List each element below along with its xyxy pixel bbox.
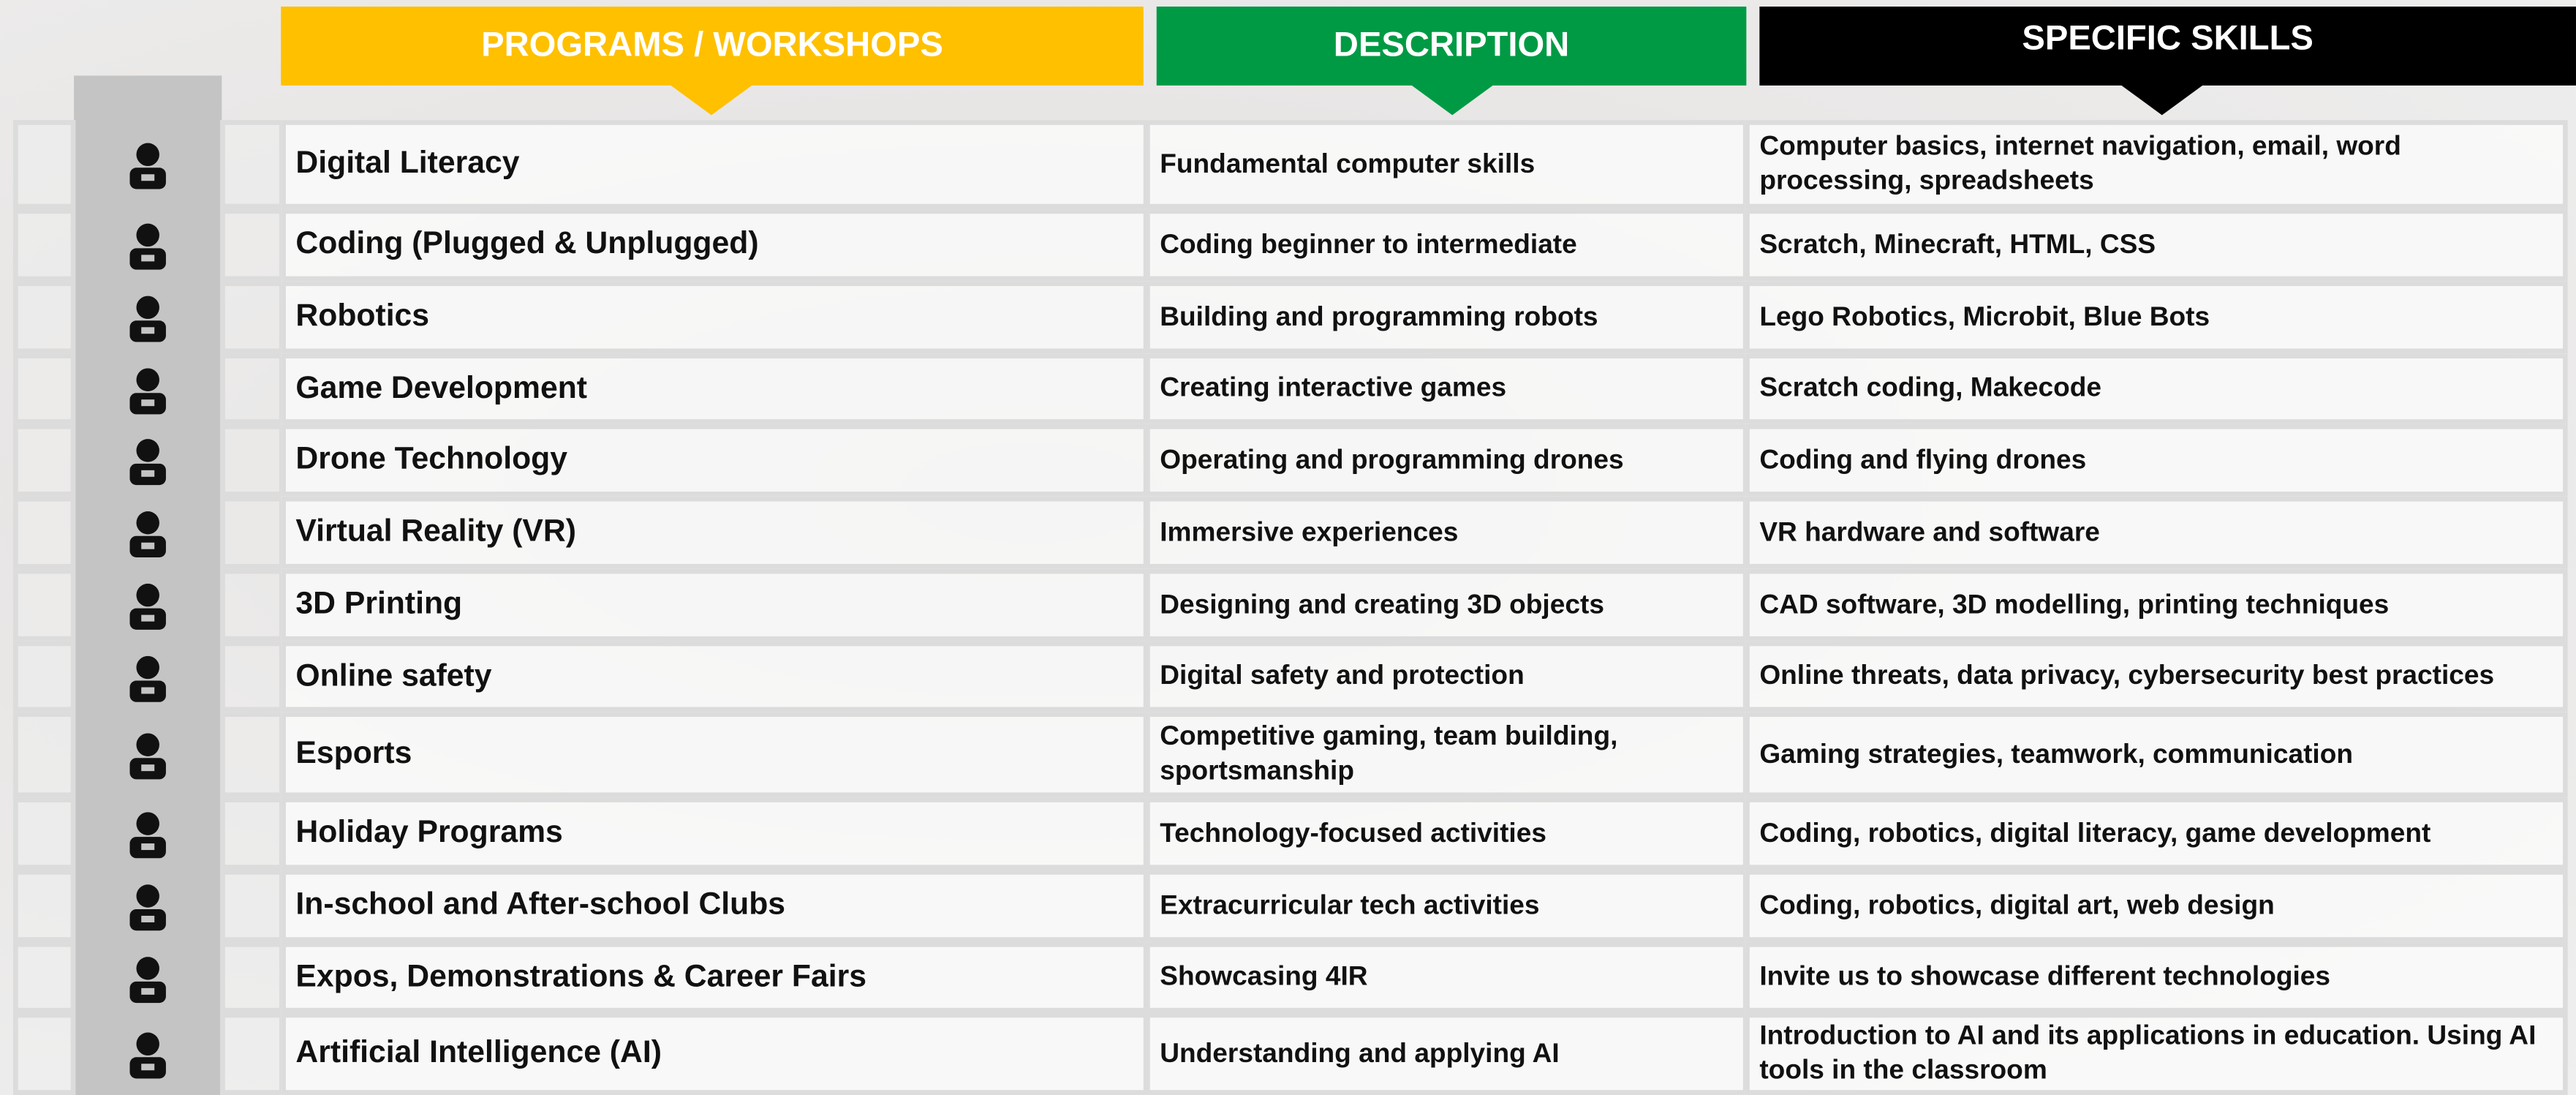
row-lead xyxy=(12,424,76,497)
row-icon xyxy=(129,223,166,270)
program: Digital Literacy xyxy=(281,120,1149,209)
row-lead xyxy=(12,941,76,1013)
program: Coding (Plugged & Unplugged) xyxy=(281,208,1149,282)
row-lead xyxy=(12,568,76,641)
row-lead xyxy=(220,281,284,354)
program: Game Development xyxy=(281,353,1149,424)
description: Coding beginner to intermediate xyxy=(1145,208,1748,282)
row-lead xyxy=(220,941,284,1013)
row-icon xyxy=(129,296,166,342)
row-lead xyxy=(220,712,284,798)
program: Expos, Demonstrations & Career Fairs xyxy=(281,941,1149,1013)
row-lead xyxy=(12,120,76,209)
row-icon xyxy=(129,143,166,189)
skills: Invite us to showcase different technolo… xyxy=(1745,941,2568,1013)
header-pointer xyxy=(2119,83,2205,116)
header-pointer xyxy=(668,83,755,116)
description: Building and programming robots xyxy=(1145,281,1748,354)
program: Virtual Reality (VR) xyxy=(281,496,1149,569)
row-icon xyxy=(129,439,166,486)
row-lead xyxy=(220,641,284,712)
program: Robotics xyxy=(281,281,1149,354)
row-icon xyxy=(129,956,166,1002)
row-icon xyxy=(129,733,166,780)
skills: Coding, robotics, digital art, web desig… xyxy=(1745,870,2568,942)
description: Extracurricular tech activities xyxy=(1145,870,1748,942)
skills: Scratch, Minecraft, HTML, CSS xyxy=(1745,208,2568,282)
row-icon xyxy=(129,812,166,859)
row-lead xyxy=(220,797,284,870)
row-lead xyxy=(220,424,284,497)
program: In-school and After-school Clubs xyxy=(281,870,1149,942)
description: Showcasing 4IR xyxy=(1145,941,1748,1013)
program: Artificial Intelligence (AI) xyxy=(281,1012,1149,1095)
row-icon xyxy=(129,655,166,701)
description: Competitive gaming, team building, sport… xyxy=(1145,712,1748,798)
description: Digital safety and protection xyxy=(1145,641,1748,712)
row-lead xyxy=(12,870,76,942)
description: Technology-focused activities xyxy=(1145,797,1748,870)
row-lead xyxy=(220,496,284,569)
skills: CAD software, 3D modelling, printing tec… xyxy=(1745,568,2568,641)
row-lead xyxy=(220,208,284,282)
header-description: DESCRIPTION xyxy=(1156,6,1747,86)
row-icon xyxy=(129,511,166,557)
row-icon xyxy=(129,583,166,630)
row-lead xyxy=(220,870,284,942)
description: Creating interactive games xyxy=(1145,353,1748,424)
header-pointer xyxy=(1409,83,1495,116)
program: Holiday Programs xyxy=(281,797,1149,870)
row-lead xyxy=(12,353,76,424)
row-lead xyxy=(12,208,76,282)
row-lead xyxy=(220,568,284,641)
skills: Introduction to AI and its applications … xyxy=(1745,1012,2568,1095)
description: Fundamental computer skills xyxy=(1145,120,1748,209)
row-lead xyxy=(12,641,76,712)
skills: Computer basics, internet navigation, em… xyxy=(1745,120,2568,209)
row-lead xyxy=(12,712,76,798)
row-icon xyxy=(129,884,166,931)
description: Immersive experiences xyxy=(1145,496,1748,569)
row-lead xyxy=(12,281,76,354)
skills: Gaming strategies, teamwork, communicati… xyxy=(1745,712,2568,798)
row-lead xyxy=(12,1012,76,1095)
row-icon xyxy=(129,367,166,414)
program: 3D Printing xyxy=(281,568,1149,641)
skills: Lego Robotics, Microbit, Blue Bots xyxy=(1745,281,2568,354)
row-lead xyxy=(220,353,284,424)
description: Operating and programming drones xyxy=(1145,424,1748,497)
skills: VR hardware and software xyxy=(1745,496,2568,569)
skills: Online threats, data privacy, cybersecur… xyxy=(1745,641,2568,712)
row-lead xyxy=(12,797,76,870)
row-lead xyxy=(220,1012,284,1095)
header-skills: SPECIFIC SKILLS xyxy=(1759,6,2576,86)
header-programs: PROGRAMS / WORKSHOPS xyxy=(281,6,1144,86)
row-lead xyxy=(220,120,284,209)
row-lead xyxy=(12,496,76,569)
skills: Coding, robotics, digital literacy, game… xyxy=(1745,797,2568,870)
description: Designing and creating 3D objects xyxy=(1145,568,1748,641)
skills: Scratch coding, Makecode xyxy=(1745,353,2568,424)
description: Understanding and applying AI xyxy=(1145,1012,1748,1095)
program: Esports xyxy=(281,712,1149,798)
program: Drone Technology xyxy=(281,424,1149,497)
skills: Coding and flying drones xyxy=(1745,424,2568,497)
row-icon xyxy=(129,1032,166,1079)
program: Online safety xyxy=(281,641,1149,712)
